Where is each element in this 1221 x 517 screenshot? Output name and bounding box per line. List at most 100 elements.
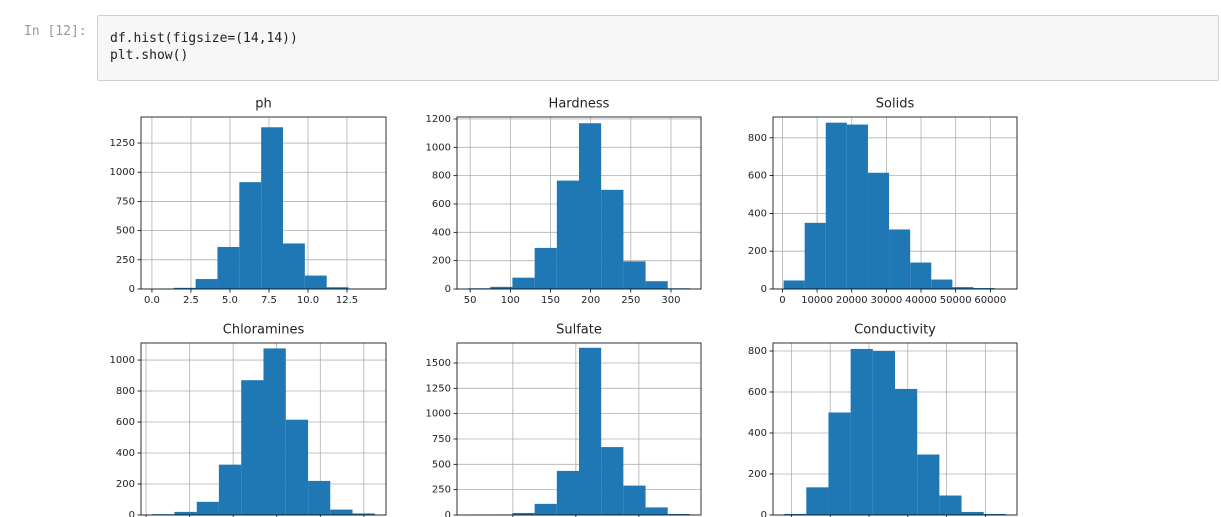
histogram-bar <box>601 447 624 515</box>
y-tick-label: 1200 <box>426 114 451 125</box>
histogram-bar <box>174 511 197 515</box>
y-tick-label: 200 <box>748 246 767 257</box>
x-tick-label: 30000 <box>870 295 902 306</box>
histogram-bar <box>173 287 196 289</box>
x-tick-label: 12.5 <box>336 295 358 306</box>
x-tick-label: 0.0 <box>144 295 160 306</box>
histogram-bar <box>872 350 895 515</box>
y-tick-label: 1000 <box>426 142 451 153</box>
subplot-title: Chloramines <box>223 323 305 338</box>
y-tick-label: 0 <box>445 510 451 517</box>
histogram-bar <box>241 380 264 515</box>
y-tick-label: 1250 <box>426 383 451 394</box>
histogram-bar <box>952 287 974 289</box>
y-tick-label: 200 <box>748 469 767 480</box>
subplot-title: Sulfate <box>556 323 602 338</box>
y-tick-label: 250 <box>116 255 135 266</box>
y-tick-label: 800 <box>748 133 767 144</box>
subplot: Chloramines 0 200 400 600 800 1000 <box>110 323 387 517</box>
y-tick-label: 0 <box>445 284 451 295</box>
histogram-bar <box>931 279 953 289</box>
axes-frame <box>140 342 387 516</box>
x-tick-label: 200 <box>581 295 600 306</box>
cell-prompt: In [12]: <box>24 24 87 39</box>
axes-frame <box>456 116 702 290</box>
y-tick-label: 200 <box>116 479 135 490</box>
histogram-bar <box>825 122 847 290</box>
histogram-bar <box>534 503 557 515</box>
histogram-bar <box>304 275 327 289</box>
y-tick-label: 200 <box>432 256 451 267</box>
x-tick-label: 40000 <box>905 295 937 306</box>
histogram-bar <box>804 222 826 289</box>
histogram-bar <box>261 127 284 289</box>
histogram-bar <box>961 511 984 515</box>
y-tick-label: 600 <box>116 417 135 428</box>
y-tick-label: 400 <box>432 227 451 238</box>
x-tick-label: 20000 <box>836 295 868 306</box>
y-tick-label: 400 <box>116 448 135 459</box>
histogram-bar <box>556 470 579 515</box>
y-tick-label: 400 <box>748 428 767 439</box>
histogram-bar <box>285 419 309 515</box>
histogram-bar <box>667 513 690 515</box>
y-tick-label: 0 <box>761 510 767 517</box>
x-tick-label: 0 <box>779 295 785 306</box>
y-tick-label: 0 <box>129 510 135 517</box>
x-tick-label: 60000 <box>974 295 1006 306</box>
histogram-bar <box>512 512 535 515</box>
subplot-title: ph <box>255 97 272 112</box>
histogram-bar <box>263 348 286 515</box>
y-tick-label: 750 <box>432 434 451 445</box>
histogram-bar <box>645 281 668 289</box>
x-tick-label: 7.5 <box>261 295 277 306</box>
histogram-bar <box>917 454 940 515</box>
y-tick-label: 400 <box>748 208 767 219</box>
x-tick-label: 50 <box>464 295 477 306</box>
histogram-bar <box>784 513 807 515</box>
histogram-bar <box>308 480 331 515</box>
y-tick-label: 1000 <box>426 409 451 420</box>
subplot: Conductivity 0 200 400 600 800 <box>748 323 1018 517</box>
code-line: df.hist(figsize=(14,14)) <box>110 31 298 46</box>
axes-frame <box>140 116 387 290</box>
histogram-bar <box>645 507 668 515</box>
subplot: Sulfate 0 250 500 750 1000 1250 1500 <box>426 323 702 517</box>
x-tick-label: 300 <box>661 295 680 306</box>
histogram-bar <box>579 347 602 515</box>
subplot-title: Conductivity <box>854 323 936 338</box>
y-tick-label: 0 <box>761 284 767 295</box>
y-tick-label: 750 <box>116 196 135 207</box>
y-tick-label: 500 <box>116 226 135 237</box>
histogram-bar <box>623 261 646 289</box>
axes-frame <box>772 342 1018 516</box>
y-tick-label: 1250 <box>110 138 135 149</box>
histogram-bar <box>983 513 1006 515</box>
x-tick-label: 100 <box>501 295 520 306</box>
y-tick-label: 600 <box>748 171 767 182</box>
histogram-bar <box>910 262 932 289</box>
x-tick-label: 250 <box>621 295 640 306</box>
subplot: ph 0.0 2.5 5.0 7.5 10.0 12.5 0 250 500 750 1000 1250 <box>110 97 387 306</box>
code-cell[interactable]: df.hist(figsize=(14,14)) plt.show() <box>97 15 1219 81</box>
histogram-bar <box>623 485 646 515</box>
y-tick-label: 800 <box>116 386 135 397</box>
x-tick-label: 50000 <box>940 295 972 306</box>
histogram-bar <box>196 501 219 515</box>
histogram-bar <box>512 277 535 289</box>
subplot-title: Solids <box>876 97 915 112</box>
histogram-bar <box>217 246 240 289</box>
histogram-bar <box>973 288 995 289</box>
y-tick-label: 250 <box>432 485 451 496</box>
histogram-bar <box>195 279 218 289</box>
histogram-bar <box>330 509 353 515</box>
axes-frame <box>772 116 1018 290</box>
histogram-bar <box>352 513 375 515</box>
subplot: Solids 0 10000 20000 30000 40000 50000 60000 0 20… <box>748 97 1018 306</box>
histogram-bar <box>239 182 262 289</box>
y-tick-label: 600 <box>432 199 451 210</box>
histogram-bar <box>867 172 890 289</box>
code-line: plt.show() <box>110 48 189 63</box>
